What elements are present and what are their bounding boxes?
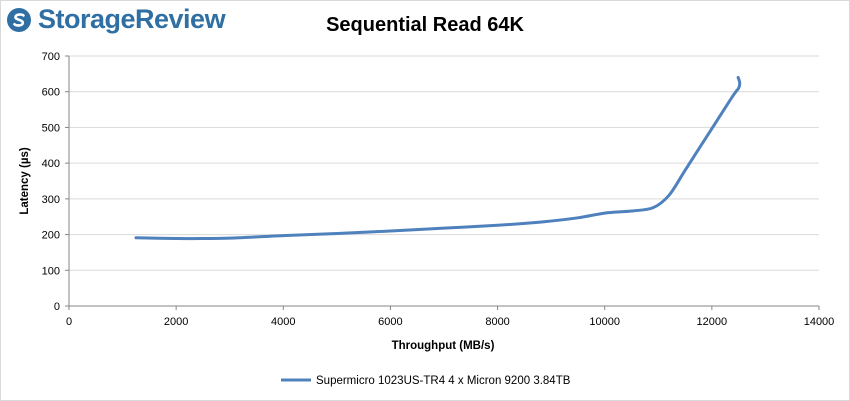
y-tick-label: 500	[42, 122, 60, 134]
x-tick-label: 14000	[804, 316, 835, 328]
x-tick-label: 10000	[589, 316, 620, 328]
x-tick-label: 4000	[271, 316, 295, 328]
gridlines	[69, 55, 819, 271]
x-tick-label: 0	[66, 316, 72, 328]
x-tick-label: 8000	[485, 316, 509, 328]
series-line	[134, 75, 742, 241]
y-tick-label: 300	[42, 194, 60, 206]
x-axis-label: Throughput (MB/s)	[392, 340, 495, 352]
axes	[65, 55, 820, 310]
y-tick-label: 100	[42, 265, 60, 277]
x-tick-label: 2000	[164, 316, 188, 328]
legend-label: Supermicro 1023US-TR4 4 x Micron 9200 3.…	[316, 375, 571, 387]
logo-text: StorageReview	[38, 4, 226, 34]
logo-icon	[7, 7, 31, 32]
x-tick-label: 6000	[378, 316, 402, 328]
y-axis-label: Latency (µs)	[19, 147, 31, 215]
y-tick-label: 200	[42, 230, 60, 242]
tick-labels: 0 100 200 300 400 500 600 700 0 2000 4000 6000 8000 1…	[42, 51, 835, 328]
chart-title: Sequential Read 64K	[326, 14, 524, 36]
y-tick-label: 0	[54, 301, 60, 313]
y-tick-label: 600	[42, 87, 60, 99]
series-lines	[134, 75, 742, 241]
legend: Supermicro 1023US-TR4 4 x Micron 9200 3.…	[281, 375, 571, 387]
y-tick-label: 700	[42, 51, 60, 63]
storagereview-logo: StorageReview	[6, 4, 226, 35]
x-tick-label: 12000	[697, 316, 728, 328]
y-tick-label: 400	[42, 158, 60, 170]
